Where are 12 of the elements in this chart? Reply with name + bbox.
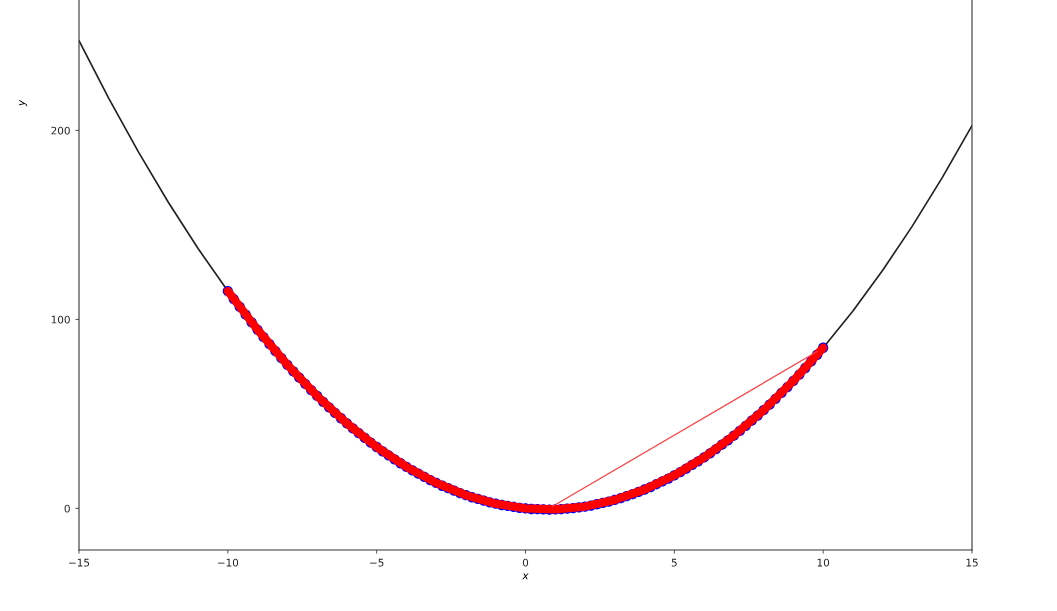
y-tick-label: 200 [51,126,70,135]
x-tick-label: 0 [522,558,529,567]
x-tick-label: 15 [966,558,978,567]
x-axis-title: x [522,573,529,580]
y-axis-title: y [19,99,27,107]
x-tick-label: −10 [217,558,239,567]
x-tick-label: −15 [69,558,90,567]
x-tick-label: −5 [370,558,384,567]
y-tick-label: 100 [51,315,70,324]
x-tick-label: 5 [671,558,677,567]
y-tick-label: 0 [64,504,70,513]
x-tick-label: 10 [817,558,830,567]
